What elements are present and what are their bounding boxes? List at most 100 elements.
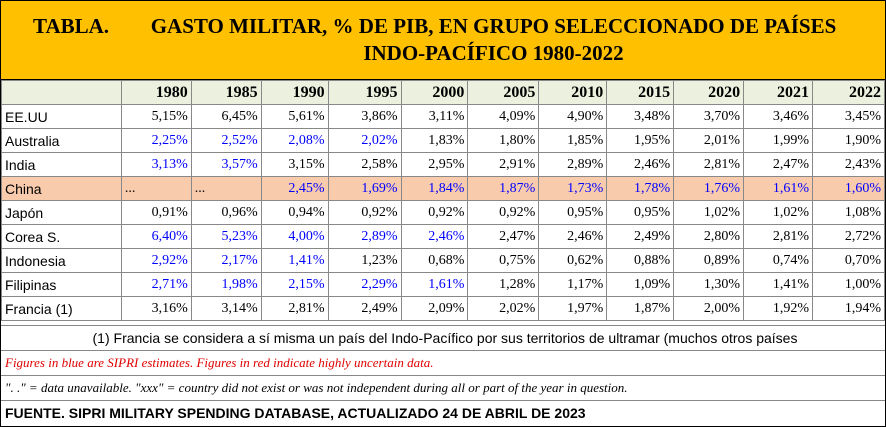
value-cell: 1,90% (812, 128, 885, 153)
footnote: (1) Francia se considera a sí misma un p… (1, 325, 885, 350)
row-name: Indonesia (1, 248, 122, 273)
value-cell: 0,92% (467, 200, 540, 225)
column-header: 2010 (538, 80, 608, 105)
value-cell: 4,90% (538, 104, 608, 129)
value-cell: 3,45% (812, 104, 885, 129)
value-cell: 2,95% (400, 152, 469, 177)
value-cell: ... (190, 176, 262, 201)
title: GASTO MILITAR, % DE PIB, EN GRUPO SELECC… (150, 14, 837, 65)
value-cell: 0,70% (812, 248, 885, 273)
column-header: 2022 (812, 80, 885, 105)
value-cell: 1,61% (400, 272, 469, 297)
value-cell: 1,02% (743, 200, 813, 225)
value-cell: 0,74% (743, 248, 813, 273)
value-cell: 1,17% (538, 272, 608, 297)
value-cell: 3,86% (327, 104, 402, 129)
row-name: Australia (1, 128, 122, 153)
value-cell: 3,16% (120, 296, 192, 321)
value-cell: 2,72% (812, 224, 885, 249)
header-row: 1980 1985 1990 1995 2000 2005 2010 2015 2020 2021… (1, 80, 885, 105)
value-cell: 2,49% (327, 296, 402, 321)
value-cell: 1,99% (743, 128, 813, 153)
value-cell: 3,46% (743, 104, 813, 129)
column-header: 1995 (327, 80, 402, 105)
table-row: Australia 2,25% 2,52% 2,08% 2,02% 1,83% 1,80% 1… (1, 128, 885, 153)
corner-cell (1, 80, 122, 105)
table-row: Corea S. 6,40% 5,23% 4,00% 2,89% 2,46% 2,47% 2,… (1, 224, 885, 249)
value-cell: 1,00% (812, 272, 885, 297)
value-cell: 4,09% (467, 104, 540, 129)
value-cell: 2,81% (260, 296, 329, 321)
value-cell: 1,69% (327, 176, 402, 201)
value-cell: 4,00% (260, 224, 329, 249)
title-band: TABLA. GASTO MILITAR, % DE PIB, EN GRUPO… (1, 1, 885, 80)
table-row: India 3,13% 3,57% 3,15% 2,58% 2,95% 2,91% 2,89%… (1, 152, 885, 177)
value-cell: 1,97% (538, 296, 608, 321)
value-cell: ... (120, 176, 192, 201)
column-header: 2000 (400, 80, 469, 105)
value-cell: 0,95% (538, 200, 608, 225)
value-cell: 3,11% (400, 104, 469, 129)
source: FUENTE. SIPRI MILITARY SPENDING DATABASE… (1, 400, 885, 425)
value-cell: 1,78% (606, 176, 675, 201)
value-cell: 2,45% (260, 176, 329, 201)
value-cell: 3,13% (120, 152, 192, 177)
value-cell: 1,85% (538, 128, 608, 153)
value-cell: 0,94% (260, 200, 329, 225)
value-cell: 2,81% (673, 152, 745, 177)
value-cell: 0,91% (120, 200, 192, 225)
value-cell: 1,83% (400, 128, 469, 153)
value-cell: 1,61% (743, 176, 813, 201)
value-cell: 1,95% (606, 128, 675, 153)
row-name: India (1, 152, 122, 177)
value-cell: 2,00% (673, 296, 745, 321)
value-cell: 1,30% (673, 272, 745, 297)
value-cell: 3,57% (190, 152, 262, 177)
value-cell: 1,73% (538, 176, 608, 201)
value-cell: 1,92% (743, 296, 813, 321)
table-row: China...... 2,45% 1,69% 1,84% 1,87% 1,73% 1,78… (1, 176, 885, 201)
value-cell: 2,01% (673, 128, 745, 153)
column-header: 1990 (260, 80, 329, 105)
value-cell: 2,15% (260, 272, 329, 297)
value-cell: 1,09% (606, 272, 675, 297)
row-name: Corea S. (1, 224, 122, 249)
value-cell: 3,15% (260, 152, 329, 177)
value-cell: 2,17% (190, 248, 262, 273)
estimates-note: Figures in blue are SIPRI estimates. Fig… (1, 350, 885, 375)
value-cell: 5,61% (260, 104, 329, 129)
value-cell: 2,46% (538, 224, 608, 249)
row-name: Francia (1) (1, 296, 122, 321)
value-cell: 2,47% (467, 224, 540, 249)
value-cell: 0,68% (400, 248, 469, 273)
value-cell: 2,89% (327, 224, 402, 249)
value-cell: 1,87% (467, 176, 540, 201)
value-cell: 3,70% (673, 104, 745, 129)
value-cell: 2,25% (120, 128, 192, 153)
value-cell: 0,95% (606, 200, 675, 225)
value-cell: 6,45% (190, 104, 262, 129)
data-table: 1980 1985 1990 1995 2000 2005 2010 2015 2020 2021… (1, 80, 885, 321)
value-cell: 2,02% (467, 296, 540, 321)
value-cell: 3,48% (606, 104, 675, 129)
table-row: EE.UU 5,15% 6,45% 5,61% 3,86% 3,11% 4,09% 4,90%… (1, 104, 885, 129)
value-cell: 0,88% (606, 248, 675, 273)
row-name: China (1, 176, 122, 201)
value-cell: 0,92% (327, 200, 402, 225)
value-cell: 2,49% (606, 224, 675, 249)
value-cell: 6,40% (120, 224, 192, 249)
value-cell: 1,98% (190, 272, 262, 297)
table-row: Filipinas 2,71% 1,98% 2,15% 2,29% 1,61% 1,28% 1… (1, 272, 885, 297)
value-cell: 1,80% (467, 128, 540, 153)
value-cell: 1,41% (743, 272, 813, 297)
value-cell: 2,43% (812, 152, 885, 177)
value-cell: 2,71% (120, 272, 192, 297)
value-cell: 0,92% (400, 200, 469, 225)
value-cell: 2,02% (327, 128, 402, 153)
value-cell: 5,15% (120, 104, 192, 129)
value-cell: 1,87% (606, 296, 675, 321)
value-cell: 0,89% (673, 248, 745, 273)
table-row: Francia (1) 3,16% 3,14% 2,81% 2,49% 2,09% 2,02… (1, 296, 885, 321)
value-cell: 1,60% (812, 176, 885, 201)
